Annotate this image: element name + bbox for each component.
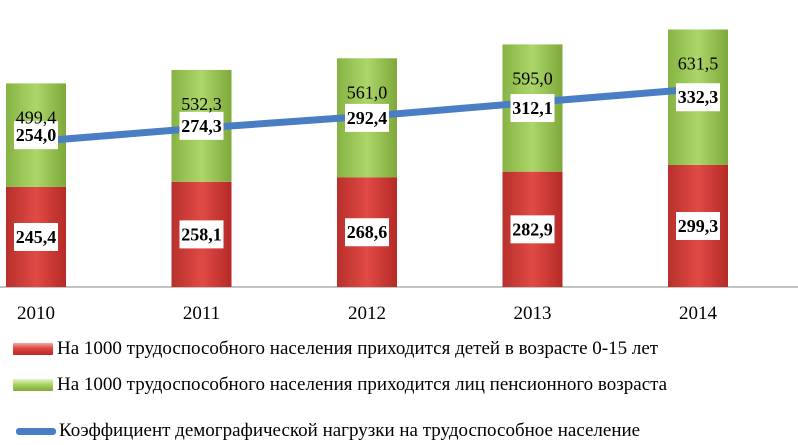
value-box-children-2014 xyxy=(676,211,720,240)
legend-item-children: На 1000 трудоспособного населения приход… xyxy=(0,335,798,363)
value-box-pensioners-2013 xyxy=(510,94,555,123)
x-tick-2014: 2014 xyxy=(679,303,718,324)
x-tick-2011: 2011 xyxy=(183,303,220,324)
value-label-children-2012: 268,6 xyxy=(347,222,388,242)
x-tick-2013: 2013 xyxy=(514,303,552,324)
legend-item-coefficient: Коэффициент демографической нагрузки на … xyxy=(0,417,798,445)
legend-swatch-green xyxy=(13,379,53,391)
coefficient-label-2014: 631,5 xyxy=(678,54,719,74)
value-label-pensioners-2011: 274,3 xyxy=(181,116,222,136)
value-box-pensioners-2010 xyxy=(14,121,58,150)
legend-swatch-line xyxy=(16,428,56,435)
value-label-pensioners-2010: 254,0 xyxy=(16,125,57,145)
value-label-children-2014: 299,3 xyxy=(678,216,719,236)
legend-label-pensioners: На 1000 трудоспособного населения приход… xyxy=(57,374,668,395)
coefficient-label-2010: 499,4 xyxy=(16,107,57,127)
legend-label-coefficient: Коэффициент демографической нагрузки на … xyxy=(59,420,641,441)
x-tick-2010: 2010 xyxy=(17,303,55,324)
value-label-children-2013: 282,9 xyxy=(512,219,553,239)
legend-swatch-red xyxy=(13,343,53,355)
value-box-pensioners-2012 xyxy=(345,103,389,132)
value-label-children-2011: 258,1 xyxy=(181,224,222,244)
legend-item-pensioners: На 1000 трудоспособного населения приход… xyxy=(0,371,798,399)
coefficient-label-2011: 532,3 xyxy=(181,94,222,114)
legend-label-children: На 1000 трудоспособного населения приход… xyxy=(57,338,659,359)
value-label-children-2010: 245,4 xyxy=(16,227,57,247)
value-box-children-2010 xyxy=(14,222,58,251)
value-box-children-2013 xyxy=(510,215,555,244)
value-label-pensioners-2013: 312,1 xyxy=(512,98,553,118)
value-box-children-2012 xyxy=(345,218,389,247)
value-box-children-2011 xyxy=(179,220,224,249)
coefficient-label-2012: 561,0 xyxy=(347,82,388,102)
coefficient-label-2013: 595,0 xyxy=(512,68,553,88)
value-label-pensioners-2012: 292,4 xyxy=(347,108,388,128)
value-label-pensioners-2014: 332,3 xyxy=(678,87,719,107)
value-box-pensioners-2014 xyxy=(676,83,720,112)
x-tick-2012: 2012 xyxy=(348,303,386,324)
value-box-pensioners-2011 xyxy=(179,111,224,140)
